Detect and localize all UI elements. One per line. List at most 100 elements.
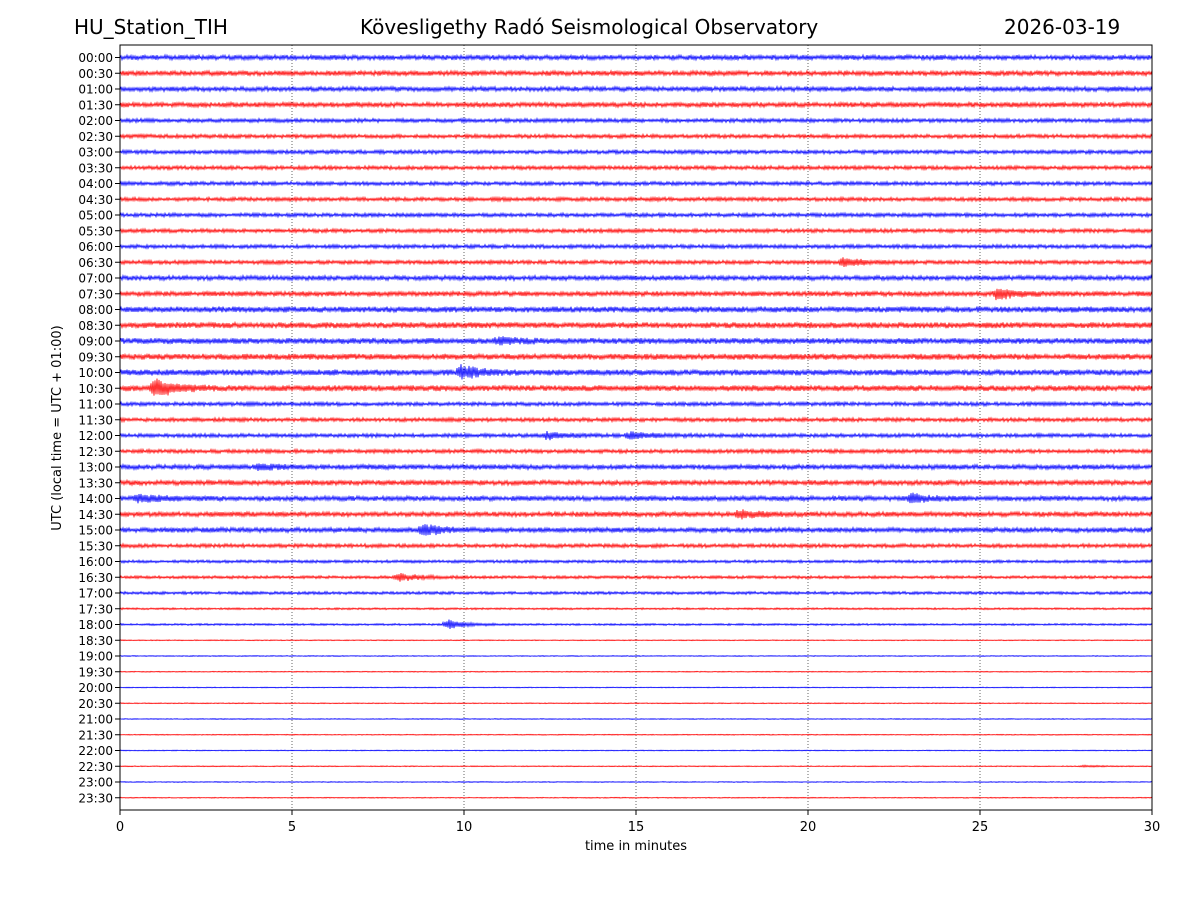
seismic-trace — [119, 702, 1153, 705]
station-title: HU_Station_TIH — [74, 15, 228, 39]
x-tick-label: 5 — [288, 820, 296, 835]
seismic-trace — [119, 780, 1153, 784]
y-tick-label: 05:30 — [78, 224, 113, 238]
y-tick-label: 07:00 — [78, 272, 113, 286]
seismic-trace — [119, 590, 1153, 596]
seismic-trace — [119, 416, 1153, 424]
seismic-trace — [119, 257, 1153, 268]
seismic-trace — [119, 84, 1153, 94]
seismic-trace — [119, 195, 1153, 203]
seismic-trace — [119, 288, 1153, 301]
seismic-trace — [119, 670, 1153, 673]
seismic-trace — [119, 542, 1153, 550]
seismic-trace — [119, 639, 1153, 642]
y-tick-label: 08:30 — [78, 319, 113, 333]
y-tick-label: 10:00 — [78, 366, 113, 380]
seismic-trace — [119, 179, 1153, 188]
seismic-trace — [119, 242, 1153, 251]
y-tick-label: 12:00 — [78, 429, 113, 443]
seismic-trace — [119, 100, 1153, 109]
grid-lines — [291, 45, 981, 810]
seismic-trace — [119, 273, 1153, 283]
y-tick-label: 02:30 — [78, 130, 113, 144]
y-tick-label: 01:30 — [78, 98, 113, 112]
x-tick-label: 30 — [1144, 820, 1161, 835]
y-tick-label: 19:00 — [78, 650, 113, 664]
y-tick-label: 20:30 — [78, 697, 113, 711]
y-tick-label: 15:30 — [78, 539, 113, 553]
y-tick-label: 18:00 — [78, 618, 113, 632]
y-tick-label: 01:00 — [78, 83, 113, 97]
seismic-trace — [119, 478, 1153, 487]
seismic-trace — [119, 116, 1153, 125]
seismic-traces — [119, 53, 1153, 799]
x-axis-ticks: 0 5 10 15 20 25 30 — [116, 810, 1160, 835]
seismic-trace — [119, 211, 1153, 219]
y-tick-label: 11:00 — [78, 398, 113, 412]
x-tick-label: 20 — [800, 820, 817, 835]
y-tick-label: 00:30 — [78, 67, 113, 81]
seismic-trace — [119, 749, 1153, 752]
y-tick-label: 04:30 — [78, 193, 113, 207]
x-tick-label: 0 — [116, 820, 124, 835]
seismic-trace — [119, 305, 1153, 314]
x-tick-label: 15 — [628, 820, 645, 835]
y-tick-label: 09:00 — [78, 335, 113, 349]
y-tick-label: 12:30 — [78, 445, 113, 459]
y-tick-label: 09:30 — [78, 350, 113, 364]
observatory-title: Kövesligethy Radó Seismological Observat… — [360, 15, 819, 39]
seismic-trace — [119, 619, 1153, 629]
y-tick-label: 18:30 — [78, 634, 113, 648]
seismic-trace — [119, 558, 1153, 565]
seismic-trace — [119, 606, 1153, 611]
seismic-trace — [119, 148, 1153, 156]
y-tick-label: 10:30 — [78, 382, 113, 396]
y-tick-label: 19:30 — [78, 665, 113, 679]
y-tick-label: 20:00 — [78, 681, 113, 695]
y-tick-label: 17:00 — [78, 587, 113, 601]
y-tick-label: 15:00 — [78, 524, 113, 538]
seismic-trace — [119, 492, 1153, 504]
y-tick-label: 03:00 — [78, 146, 113, 160]
y-tick-label: 06:00 — [78, 240, 113, 254]
seismic-trace — [119, 430, 1153, 441]
y-tick-label: 16:00 — [78, 555, 113, 569]
seismic-trace — [119, 336, 1153, 346]
seismic-trace — [119, 733, 1153, 736]
seismic-trace — [119, 764, 1153, 769]
seismic-trace — [119, 378, 1153, 396]
x-tick-label: 25 — [972, 820, 989, 835]
seismic-trace — [119, 352, 1153, 361]
seismic-trace — [119, 132, 1153, 140]
seismic-trace — [119, 509, 1153, 520]
y-tick-label: 13:00 — [78, 461, 113, 475]
y-axis-label: UTC (local time = UTC + 01:00) — [50, 325, 65, 530]
y-tick-label: 03:30 — [78, 161, 113, 175]
y-tick-label: 14:00 — [78, 492, 113, 506]
x-tick-label: 10 — [456, 820, 473, 835]
y-tick-label: 22:00 — [78, 744, 113, 758]
y-tick-label: 21:30 — [78, 728, 113, 742]
y-tick-label: 11:30 — [78, 413, 113, 427]
y-tick-label: 05:00 — [78, 209, 113, 223]
y-tick-label: 22:30 — [78, 760, 113, 774]
seismic-trace — [119, 227, 1153, 235]
y-tick-label: 23:30 — [78, 791, 113, 805]
seismic-trace — [119, 654, 1153, 658]
seismic-trace — [119, 462, 1153, 472]
y-tick-label: 02:00 — [78, 114, 113, 128]
y-tick-label: 07:30 — [78, 287, 113, 301]
y-tick-label: 14:30 — [78, 508, 113, 522]
seismic-trace — [119, 796, 1153, 799]
seismic-trace — [119, 447, 1153, 455]
y-tick-label: 21:00 — [78, 713, 113, 727]
seismic-trace — [119, 164, 1153, 172]
seismic-trace — [119, 400, 1153, 408]
y-tick-label: 17:30 — [78, 602, 113, 616]
y-tick-label: 08:00 — [78, 303, 113, 317]
y-tick-label: 00:00 — [78, 51, 113, 65]
y-tick-label: 06:30 — [78, 256, 113, 270]
seismic-trace — [119, 364, 1153, 380]
